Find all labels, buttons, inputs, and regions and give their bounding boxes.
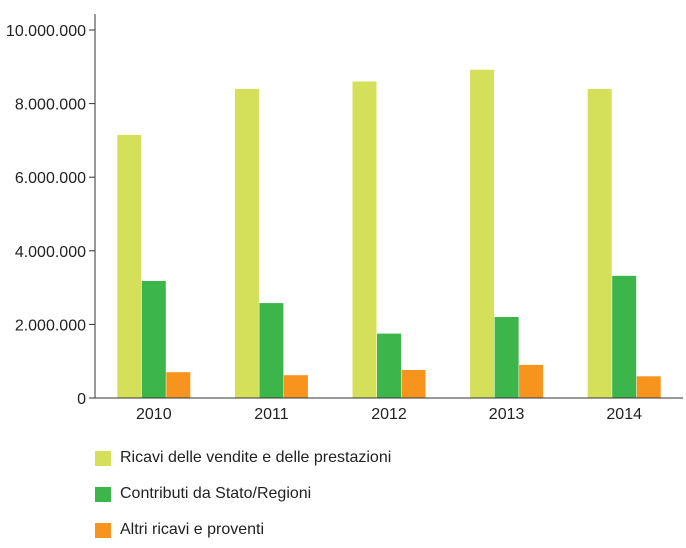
bar (234, 88, 259, 399)
y-tick-label: 6.000.000 (15, 170, 86, 187)
bar (636, 376, 661, 398)
plot-area: 2010 2011 2012 2013 2014 0 2.000.000 4.000.000 6… (6, 14, 683, 423)
bar (259, 303, 284, 398)
y-tick-label: 2.000.000 (15, 317, 86, 334)
bar (494, 317, 519, 398)
legend-label: Altri ricavi e proventi (120, 521, 265, 538)
bar (587, 88, 612, 399)
bar (141, 281, 166, 398)
bar (519, 364, 544, 398)
legend-item-ricavi: Ricavi delle vendite e delle prestazioni (95, 440, 391, 476)
bar (401, 370, 426, 398)
bar (283, 375, 308, 398)
legend-swatch (95, 522, 111, 538)
legend-label: Ricavi delle vendite e delle prestazioni (120, 449, 392, 466)
bar (166, 372, 191, 398)
legend-item-altri: Altri ricavi e proventi (95, 512, 391, 548)
y-tick-label: 4.000.000 (15, 244, 86, 261)
legend-swatch (95, 450, 111, 466)
y-tick-label: 8.000.000 (15, 97, 86, 114)
x-tick-label: 2012 (371, 406, 407, 423)
y-tick-label: 0 (77, 391, 86, 408)
bar (352, 81, 377, 398)
x-tick-label: 2011 (254, 406, 289, 423)
bar (612, 275, 637, 398)
legend-swatch (95, 486, 111, 502)
x-tick-label: 2010 (136, 406, 172, 423)
bar-chart: 2010 2011 2012 2013 2014 0 2.000.000 4.000.000 6… (6, 14, 683, 423)
y-tick-label: 10.000.000 (6, 23, 86, 40)
bar (377, 333, 401, 398)
bar (470, 69, 495, 398)
legend-item-contributi: Contributi da Stato/Regioni (95, 476, 391, 512)
bar (117, 134, 142, 398)
x-tick-label: 2014 (606, 406, 642, 423)
legend-label: Contributi da Stato/Regioni (120, 485, 312, 502)
x-tick-label: 2013 (489, 406, 525, 423)
legend: Ricavi delle vendite e delle prestazioni… (95, 440, 391, 548)
